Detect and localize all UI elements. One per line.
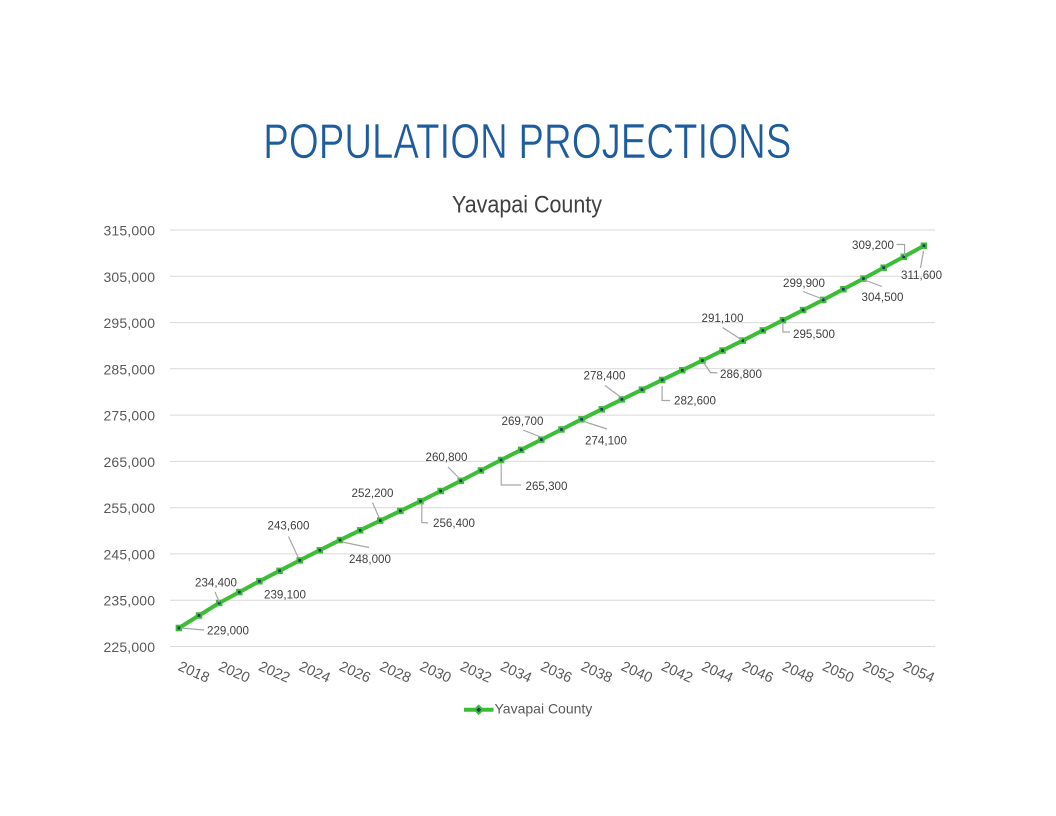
svg-text:Yavapai County: Yavapai County [495,701,593,717]
svg-text:243,600: 243,600 [268,520,310,533]
svg-text:311,600: 311,600 [901,269,942,282]
svg-text:286,800: 286,800 [720,368,762,381]
svg-text:315,000: 315,000 [104,223,156,239]
svg-text:282,600: 282,600 [674,395,716,408]
svg-text:285,000: 285,000 [104,361,156,377]
svg-text:304,500: 304,500 [862,291,904,304]
svg-text:239,100: 239,100 [264,589,306,602]
svg-text:252,200: 252,200 [352,487,394,500]
svg-text:278,400: 278,400 [584,370,626,383]
svg-text:260,800: 260,800 [426,451,468,464]
svg-text:229,000: 229,000 [207,625,249,638]
svg-text:234,400: 234,400 [195,576,237,589]
svg-text:275,000: 275,000 [104,408,156,424]
svg-text:248,000: 248,000 [349,553,391,566]
svg-text:309,200: 309,200 [852,239,894,252]
svg-text:291,100: 291,100 [702,312,744,325]
svg-text:265,000: 265,000 [104,454,156,470]
svg-text:269,700: 269,700 [502,415,544,428]
svg-text:255,000: 255,000 [104,500,156,516]
svg-text:295,000: 295,000 [104,315,156,331]
svg-text:295,500: 295,500 [793,328,835,341]
svg-text:274,100: 274,100 [585,435,627,448]
svg-text:245,000: 245,000 [104,546,156,562]
svg-text:299,900: 299,900 [783,277,825,290]
svg-text:305,000: 305,000 [104,269,156,285]
svg-text:Yavapai County: Yavapai County [452,191,602,218]
svg-text:265,300: 265,300 [526,480,568,493]
svg-text:POPULATION PROJECTIONS: POPULATION PROJECTIONS [263,115,791,169]
svg-text:256,400: 256,400 [433,517,475,530]
svg-text:225,000: 225,000 [104,639,156,655]
svg-text:235,000: 235,000 [104,593,156,609]
